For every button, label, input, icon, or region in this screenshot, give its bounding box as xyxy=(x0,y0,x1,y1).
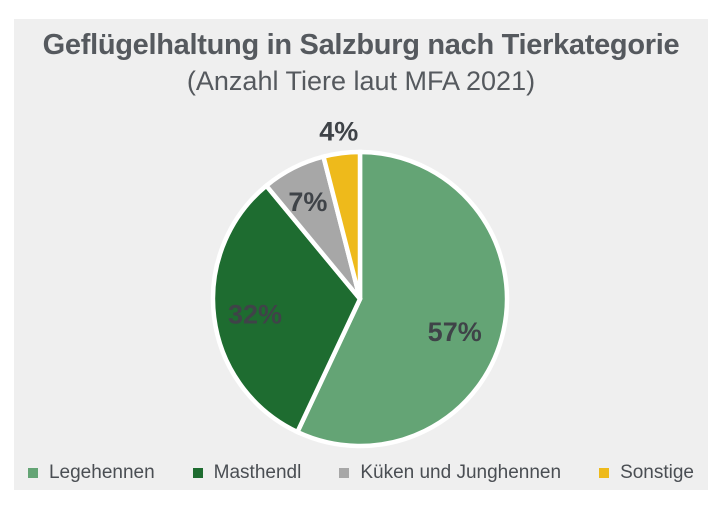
chart-header: Geflügelhaltung in Salzburg nach Tierkat… xyxy=(14,28,708,97)
pie-labels-group: 57% 32% 7% 4% xyxy=(228,116,482,347)
pie-pct-label-sonstige: 4% xyxy=(319,116,358,146)
chart-legend: Legehennen Masthendl Küken und Junghennen S… xyxy=(14,463,708,482)
pie-pct-label-masthendl: 32% xyxy=(228,299,282,329)
pie-pct-label-legehennen: 57% xyxy=(428,317,482,347)
legend-item-legehennen: Legehennen xyxy=(27,462,155,483)
legend-swatch-icon xyxy=(27,467,38,478)
chart-subtitle: (Anzahl Tiere laut MFA 2021) xyxy=(186,65,536,96)
legend-label: Sonstige xyxy=(620,462,695,483)
legend-label: Masthendl xyxy=(213,462,302,483)
chart-title: Geflügelhaltung in Salzburg nach Tierkat… xyxy=(42,29,680,61)
legend-item-sonstige: Sonstige xyxy=(599,463,694,482)
pie-slice-sonstige xyxy=(320,149,363,300)
legend-label: Legehennen xyxy=(48,462,155,483)
legend-label: Küken und Junghennen xyxy=(360,462,562,483)
pie-slice-legehennen xyxy=(294,149,510,449)
pie-slices-group xyxy=(210,149,510,449)
pie-slice-masthendl xyxy=(210,182,363,436)
legend-swatch-icon xyxy=(339,467,350,478)
legend-swatch-icon xyxy=(192,467,203,478)
legend-item-masthendl: Masthendl xyxy=(192,462,302,483)
pie-pct-label-k-ken-und-junghennen: 7% xyxy=(288,187,327,217)
legend-swatch-icon xyxy=(599,467,610,478)
legend-item-k-ken-und-junghennen: Küken und Junghennen xyxy=(339,463,561,482)
